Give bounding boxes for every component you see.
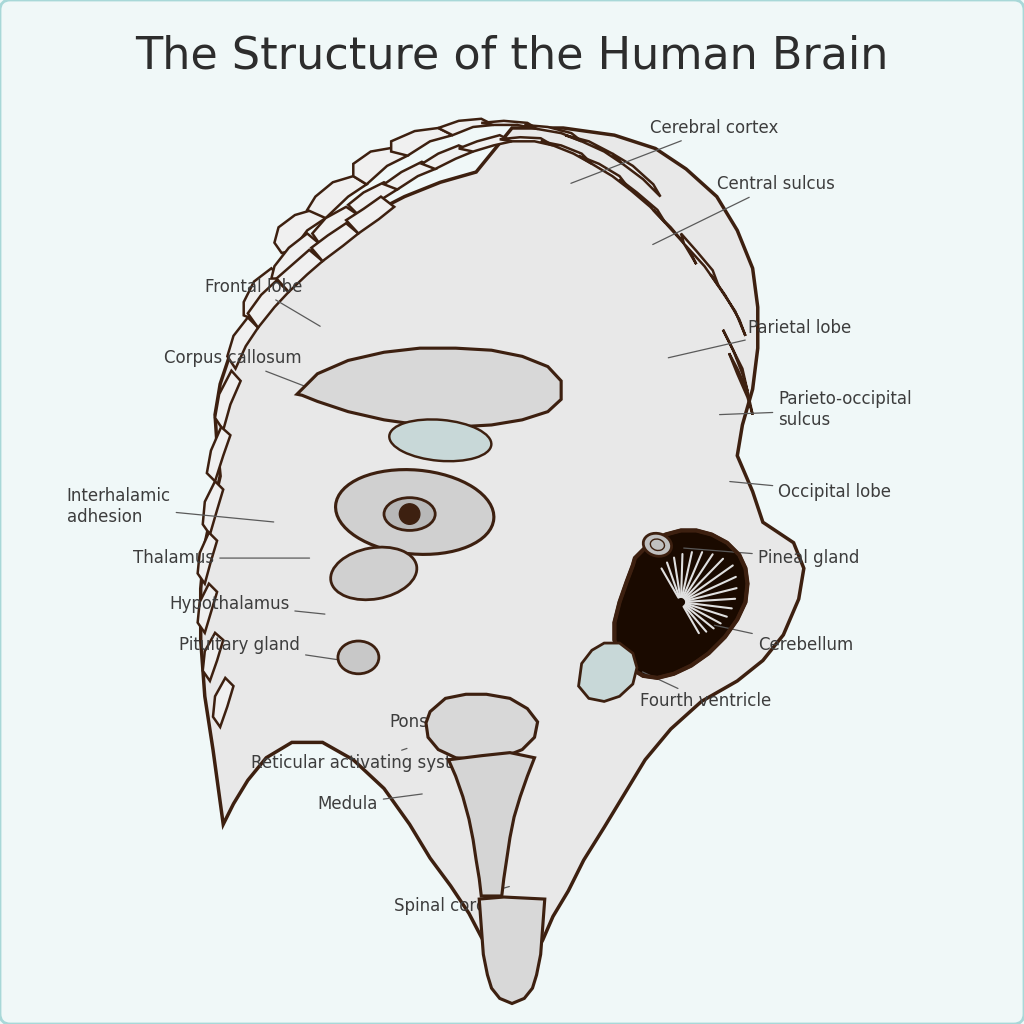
- Polygon shape: [391, 128, 453, 156]
- Text: Thalamus: Thalamus: [133, 549, 309, 567]
- Ellipse shape: [643, 534, 672, 556]
- Text: Pons: Pons: [389, 713, 437, 731]
- Text: Pituitary gland: Pituitary gland: [179, 636, 340, 660]
- Polygon shape: [479, 897, 545, 1004]
- Polygon shape: [384, 162, 435, 189]
- Polygon shape: [481, 121, 538, 129]
- Text: Occipital lobe: Occipital lobe: [730, 481, 891, 501]
- Polygon shape: [353, 147, 408, 184]
- Text: Parieto-occipital
sulcus: Parieto-occipital sulcus: [720, 390, 911, 429]
- Text: Medula: Medula: [317, 794, 422, 813]
- Polygon shape: [565, 135, 623, 164]
- Text: Central sulcus: Central sulcus: [652, 175, 835, 245]
- Text: Spinal cord: Spinal cord: [394, 887, 509, 915]
- Polygon shape: [438, 119, 494, 135]
- Polygon shape: [271, 233, 319, 279]
- Polygon shape: [449, 753, 535, 896]
- Ellipse shape: [384, 498, 435, 530]
- Polygon shape: [198, 584, 217, 633]
- Polygon shape: [244, 268, 282, 319]
- Text: Interhalamic
adhesion: Interhalamic adhesion: [67, 487, 273, 526]
- Text: Cerebellum: Cerebellum: [715, 626, 853, 654]
- Polygon shape: [620, 179, 666, 223]
- Polygon shape: [215, 371, 241, 430]
- Polygon shape: [203, 481, 223, 535]
- Polygon shape: [579, 156, 630, 189]
- Text: Corpus callosum: Corpus callosum: [164, 349, 309, 388]
- Polygon shape: [203, 633, 223, 681]
- Text: Reticular activating system: Reticular activating system: [251, 749, 478, 772]
- Polygon shape: [213, 678, 233, 727]
- Ellipse shape: [336, 470, 494, 554]
- Polygon shape: [201, 128, 804, 968]
- Polygon shape: [614, 530, 748, 678]
- Polygon shape: [422, 145, 473, 169]
- Polygon shape: [524, 125, 582, 141]
- Ellipse shape: [331, 547, 417, 600]
- Text: Hypothalamus: Hypothalamus: [169, 595, 325, 614]
- Text: Parietal lobe: Parietal lobe: [669, 318, 851, 357]
- Polygon shape: [227, 317, 258, 369]
- Polygon shape: [711, 274, 745, 336]
- Text: Fourth ventricle: Fourth ventricle: [640, 672, 771, 711]
- Polygon shape: [312, 207, 358, 244]
- Polygon shape: [274, 210, 326, 253]
- Text: Pineal gland: Pineal gland: [684, 548, 859, 567]
- Polygon shape: [681, 233, 719, 287]
- Polygon shape: [307, 176, 367, 218]
- Polygon shape: [248, 281, 289, 328]
- Text: Cerebral cortex: Cerebral cortex: [571, 119, 778, 183]
- Polygon shape: [426, 694, 538, 760]
- Polygon shape: [612, 154, 660, 197]
- Polygon shape: [653, 210, 696, 264]
- Text: Frontal lobe: Frontal lobe: [205, 278, 321, 327]
- Polygon shape: [723, 330, 748, 391]
- Polygon shape: [579, 643, 637, 701]
- Polygon shape: [348, 182, 397, 215]
- Circle shape: [399, 504, 420, 524]
- Polygon shape: [207, 427, 230, 481]
- Polygon shape: [541, 141, 592, 164]
- Polygon shape: [459, 135, 512, 152]
- Polygon shape: [297, 348, 561, 427]
- Polygon shape: [346, 197, 394, 233]
- Polygon shape: [311, 223, 358, 261]
- Ellipse shape: [338, 641, 379, 674]
- Polygon shape: [198, 532, 217, 584]
- Polygon shape: [276, 250, 323, 292]
- Polygon shape: [729, 353, 753, 415]
- Ellipse shape: [389, 420, 492, 461]
- Polygon shape: [500, 137, 553, 145]
- Text: The Structure of the Human Brain: The Structure of the Human Brain: [135, 35, 889, 78]
